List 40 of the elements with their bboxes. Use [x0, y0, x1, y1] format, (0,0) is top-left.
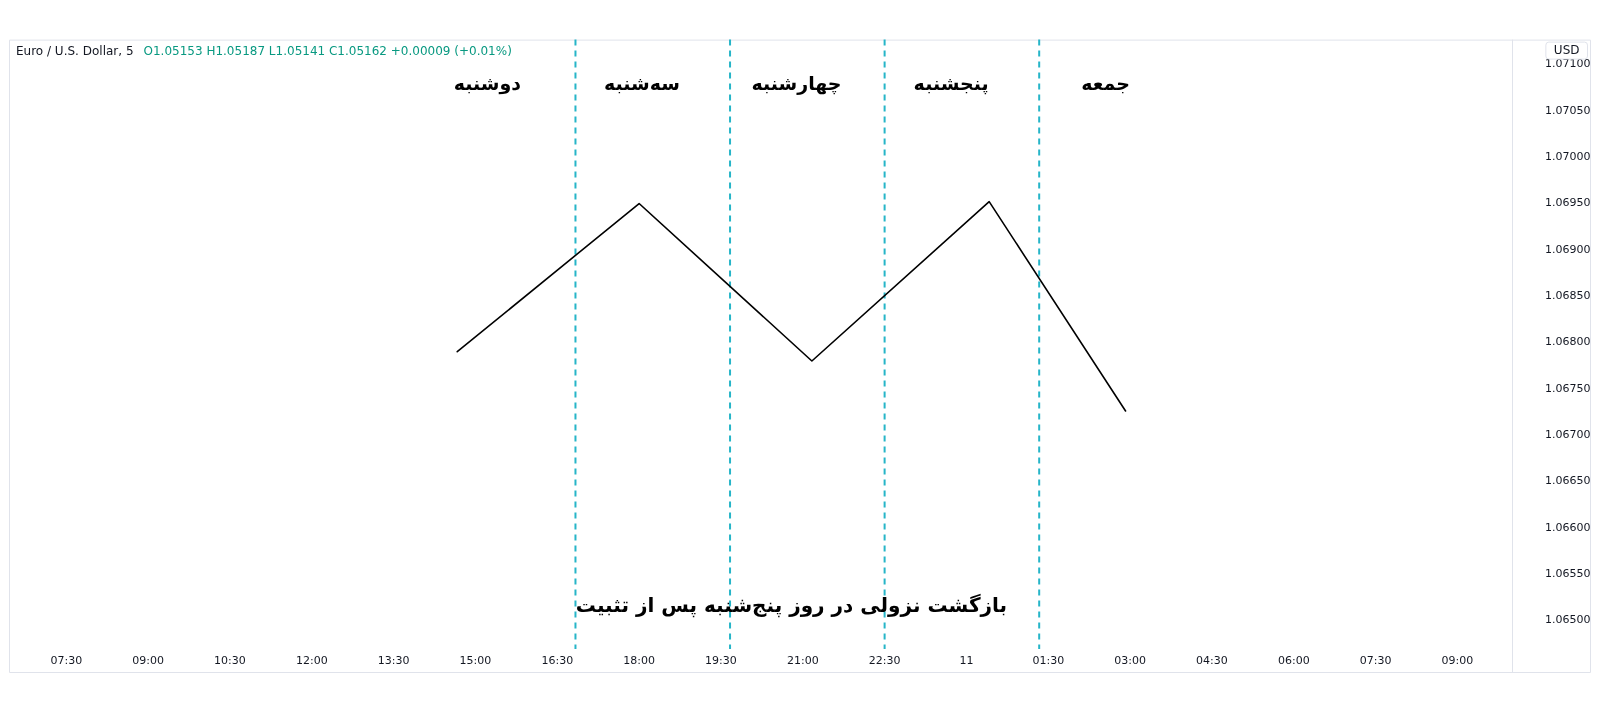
annotation: چهارشنبه: [751, 71, 842, 95]
x-tick-label: 13:30: [377, 654, 410, 668]
y-tick-label: 1.06900: [1545, 242, 1591, 256]
x-tick-label: 19:30: [705, 654, 737, 668]
x-tick-label: 15:00: [459, 654, 492, 668]
y-tick-label: 1.06500: [1545, 613, 1591, 627]
chart-subtitle: O1.05153 H1.05187 L1.05141 C1.05162 +0.00009 (+0.01%): [143, 43, 512, 58]
y-axis-title: USD: [1553, 43, 1580, 58]
y-tick-label: 1.07000: [1545, 150, 1591, 164]
x-tick-label: 09:00: [132, 654, 164, 668]
x-tick-label: 09:00: [1441, 654, 1474, 668]
x-tick-label: 11: [959, 654, 974, 668]
y-tick-label: 1.06600: [1545, 520, 1591, 534]
x-tick-label: 22:30: [868, 654, 901, 668]
annotation: سه‌شنبه: [603, 71, 680, 94]
x-tick-label: 18:00: [623, 654, 655, 668]
annotation: پنجشنبه: [913, 71, 989, 95]
y-tick-label: 1.06800: [1545, 335, 1591, 349]
y-tick-label: 1.06650: [1545, 474, 1591, 488]
x-tick-label: 07:30: [1359, 654, 1392, 668]
x-tick-label: 12:00: [295, 654, 328, 668]
y-tick-label: 1.06750: [1545, 381, 1591, 395]
y-tick-label: 1.07100: [1545, 57, 1591, 71]
y-tick-label: 1.06700: [1545, 427, 1591, 441]
x-tick-label: 04:30: [1196, 654, 1228, 668]
x-tick-label: 07:30: [50, 654, 83, 668]
annotation: بازگشت نزولی در روز پنج‌شنبه پس از تثبیت: [575, 593, 1008, 619]
annotation: دوشنبه: [453, 71, 522, 95]
chart-title: Euro / U.S. Dollar, 5: [16, 43, 134, 58]
y-tick-label: 1.06850: [1545, 289, 1591, 302]
x-tick-label: 16:30: [541, 654, 574, 668]
y-tick-label: 1.07050: [1545, 103, 1591, 117]
x-tick-label: 03:00: [1114, 654, 1146, 668]
x-tick-label: 01:30: [1032, 654, 1065, 668]
annotation: جمعه: [1081, 71, 1130, 94]
y-tick-label: 1.06950: [1545, 196, 1591, 210]
x-tick-label: 21:00: [786, 654, 819, 668]
x-tick-label: 10:30: [214, 654, 246, 668]
y-tick-label: 1.06550: [1545, 566, 1591, 580]
x-tick-label: 06:00: [1277, 654, 1310, 668]
